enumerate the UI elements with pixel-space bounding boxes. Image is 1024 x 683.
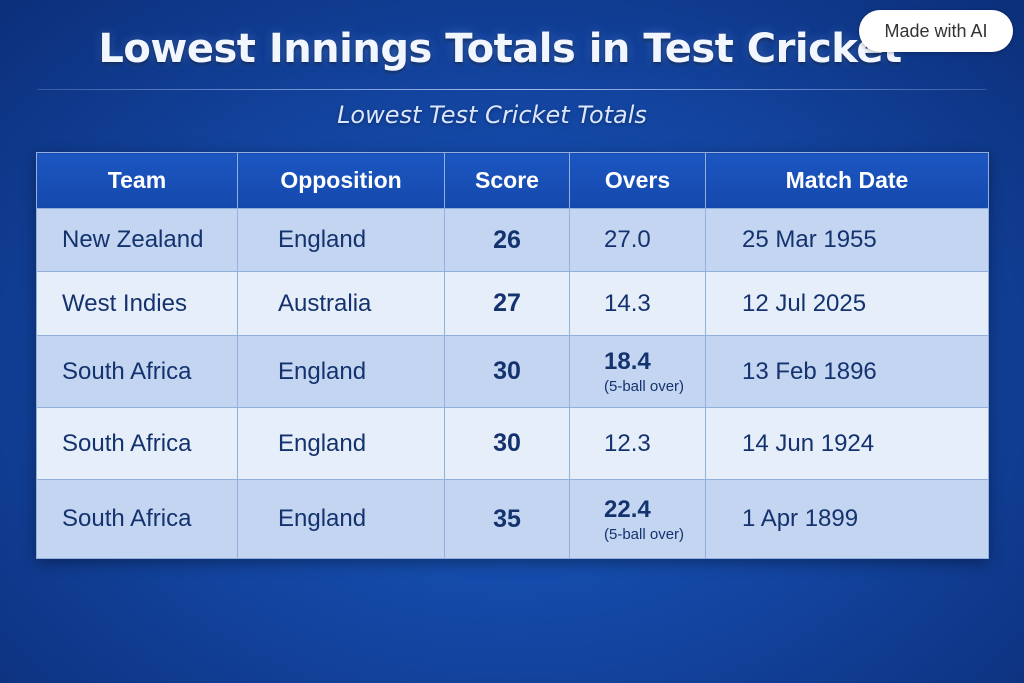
overs-cell: 12.3 [569, 407, 706, 480]
score-cell: 30 [444, 407, 570, 480]
page-title: Lowest Innings Totals in Test Cricket [98, 26, 902, 72]
match-date-cell: 25 Mar 1955 [705, 208, 989, 272]
overs-cell: 14.3 [569, 271, 706, 336]
match-date-cell: 12 Jul 2025 [705, 271, 989, 336]
overs-cell: 27.0 [569, 208, 706, 272]
table-row: South Africa England 30 18.4 (5-ball ove… [36, 335, 989, 408]
overs-value: 14.3 [604, 289, 651, 317]
team-cell: New Zealand [36, 208, 238, 272]
overs-value: 27.0 [604, 226, 651, 253]
match-date-cell: 1 Apr 1899 [705, 479, 989, 559]
team-cell: West Indies [36, 271, 238, 336]
overs-cell: 22.4 (5-ball over) [569, 479, 706, 559]
opposition-cell: England [237, 335, 445, 408]
header-overs: Overs [569, 152, 706, 209]
match-date-cell: 13 Feb 1896 [705, 335, 989, 408]
team-cell: South Africa [36, 479, 238, 559]
opposition-cell: Australia [237, 271, 445, 336]
table-row: South Africa England 30 12.3 14 Jun 1924 [36, 407, 989, 480]
overs-note: (5-ball over) [604, 378, 685, 395]
opposition-cell: England [237, 208, 445, 272]
table-row: New Zealand England 26 27.0 25 Mar 1955 [36, 208, 989, 272]
table-row: West Indies Australia 27 14.3 12 Jul 202… [36, 271, 989, 336]
header-match-date: Match Date [705, 152, 989, 209]
match-date-cell: 14 Jun 1924 [705, 407, 989, 480]
overs-cell: 18.4 (5-ball over) [569, 335, 706, 408]
overs-value: 12.3 [604, 429, 651, 457]
score-cell: 27 [444, 271, 570, 336]
table-subtitle: Lowest Test Cricket Totals [337, 101, 647, 129]
opposition-cell: England [237, 407, 445, 480]
title-divider [38, 89, 986, 90]
lowest-totals-table: Team Opposition Score Overs Match Date N… [36, 152, 989, 559]
overs-note: (5-ball over) [604, 525, 685, 543]
header-score: Score [444, 152, 570, 209]
opposition-cell: England [237, 479, 445, 559]
table-header-row: Team Opposition Score Overs Match Date [36, 152, 989, 209]
team-cell: South Africa [36, 335, 238, 408]
header-opposition: Opposition [237, 152, 445, 209]
overs-value: 22.4 [604, 495, 651, 523]
score-cell: 35 [444, 479, 570, 559]
table-row: South Africa England 35 22.4 (5-ball ove… [36, 479, 989, 559]
made-with-ai-badge[interactable]: Made with AI [859, 10, 1013, 52]
score-cell: 30 [444, 335, 570, 408]
team-cell: South Africa [36, 407, 238, 480]
header-team: Team [36, 152, 238, 209]
score-cell: 26 [444, 208, 570, 272]
overs-value: 18.4 [604, 348, 651, 375]
